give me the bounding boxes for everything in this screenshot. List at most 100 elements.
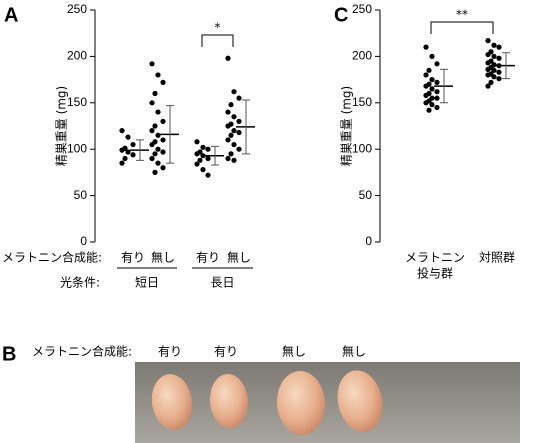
y-tick-label: 150 (67, 95, 87, 109)
data-point (200, 144, 206, 150)
data-point (149, 100, 155, 106)
data-point (149, 155, 155, 162)
data-point (152, 151, 158, 157)
data-point (125, 134, 131, 140)
data-point (231, 114, 237, 120)
significance-bracket (430, 21, 494, 34)
x-tick-label: メラトニン (405, 251, 465, 265)
data-point (205, 146, 211, 152)
significance-bracket (201, 34, 234, 47)
y-tick-label: 50 (74, 188, 88, 202)
data-point (434, 61, 440, 67)
y-tick-label: 0 (365, 234, 372, 248)
data-point (119, 128, 125, 134)
panel-label: B (2, 343, 16, 365)
y-tick-label: 250 (67, 2, 87, 16)
data-point (152, 169, 158, 175)
data-point (485, 38, 491, 44)
data-point (491, 42, 497, 48)
data-point (423, 92, 429, 98)
data-point (200, 153, 206, 159)
data-point (197, 157, 203, 163)
data-point (488, 79, 494, 85)
data-point (485, 83, 491, 89)
data-point (236, 129, 242, 136)
data-point (228, 132, 234, 138)
data-point (236, 146, 242, 152)
y-tick-label: 150 (352, 95, 372, 109)
data-point (155, 132, 161, 138)
testis (151, 374, 193, 430)
data-point (423, 72, 429, 78)
error-bar (502, 52, 510, 80)
x-tick-label: 無し (227, 250, 251, 265)
significance-label: * (215, 21, 221, 35)
data-point (496, 55, 502, 61)
data-point (231, 89, 237, 95)
data-point (119, 160, 125, 166)
data-point (155, 160, 161, 166)
photo-label: 無し (282, 344, 306, 359)
data-point (225, 55, 231, 61)
data-point (236, 118, 242, 124)
data-point (434, 79, 440, 85)
x-tick-label: 有り (196, 251, 220, 265)
data-point (194, 139, 200, 145)
data-point (228, 151, 234, 157)
group-label: 長日 (210, 276, 234, 290)
data-point (496, 69, 502, 75)
y-tick-label: 100 (352, 141, 372, 155)
data-point (429, 86, 435, 92)
x-tick-label: 投与群 (417, 266, 453, 281)
photo-label: 有り (214, 345, 238, 359)
panel-label: A (4, 4, 18, 26)
panel-label: C (334, 4, 348, 26)
x-tick-label: 無し (151, 250, 175, 265)
data-point (485, 60, 491, 66)
data-point (152, 123, 158, 129)
data-point (423, 100, 429, 106)
y-tick-label: 100 (67, 141, 87, 155)
data-point (149, 61, 155, 67)
data-point (160, 79, 166, 85)
data-point (228, 102, 234, 108)
data-point (225, 137, 231, 143)
data-point (155, 72, 161, 78)
testis (337, 370, 383, 432)
photo-label: 有り (158, 345, 182, 359)
testis (209, 374, 249, 428)
data-point (491, 67, 497, 73)
data-point (125, 149, 131, 155)
data-point (155, 109, 161, 115)
data-point (155, 146, 161, 152)
data-point (496, 76, 502, 82)
y-tick-label: 200 (352, 49, 372, 63)
data-point (434, 89, 440, 95)
group-label: 短日 (135, 276, 159, 290)
data-point (225, 155, 231, 162)
data-point (429, 53, 435, 60)
data-point (426, 67, 432, 73)
data-point (429, 77, 435, 83)
data-point (423, 83, 429, 89)
data-point (205, 172, 211, 178)
data-point (225, 109, 231, 115)
significance-label: ** (456, 8, 468, 22)
data-point (426, 107, 432, 113)
data-point (130, 141, 136, 148)
photo-label: 無し (342, 344, 366, 359)
x-tick-label: 対照群 (479, 251, 515, 265)
data-point (122, 155, 128, 162)
row-label: メラトニン合成能: (2, 250, 102, 265)
data-point (149, 128, 155, 134)
photo (135, 362, 520, 443)
x-tick-label: 有り (121, 251, 145, 265)
data-point (149, 141, 155, 148)
y-tick-label: 200 (67, 49, 87, 63)
y-axis-label: 精巣重量 (mg) (340, 86, 354, 167)
data-point (485, 72, 491, 78)
error-bar (136, 139, 144, 161)
data-point (231, 141, 237, 148)
data-point (152, 90, 158, 97)
error-bar (211, 145, 219, 166)
